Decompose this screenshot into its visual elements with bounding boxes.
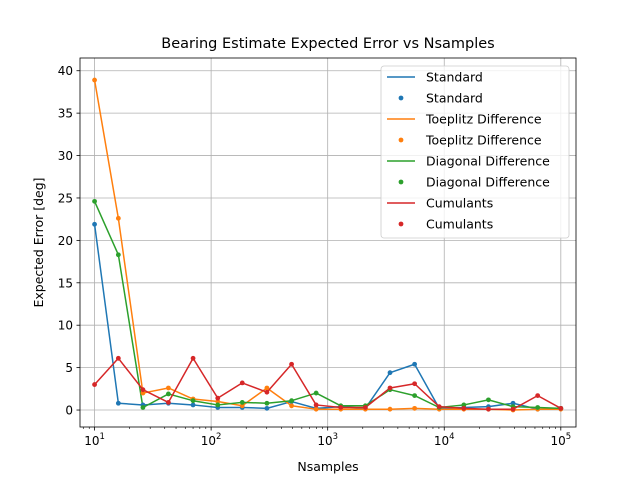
- series-point-2: [289, 398, 294, 404]
- series-point-2: [313, 390, 319, 396]
- series-point-3: [558, 405, 564, 411]
- legend-marker-swatch: [398, 95, 404, 101]
- series-point-1: [140, 390, 146, 396]
- series-point-3: [510, 406, 516, 412]
- series-point-3: [264, 389, 270, 395]
- series-point-3: [362, 405, 368, 410]
- legend-entry-marker: Cumulants: [426, 217, 493, 232]
- series-point-0: [510, 400, 516, 406]
- series-line-0: [93, 224, 561, 410]
- series-point-2: [264, 400, 270, 406]
- x-tick-label-exponent: 2: [216, 432, 221, 442]
- series-point-1: [115, 215, 121, 221]
- x-axis-label: Nsamples: [297, 459, 358, 474]
- series-line-3: [94, 357, 562, 410]
- chart-title: Bearing Estimate Expected Error vs Nsamp…: [161, 36, 494, 52]
- series-point-0: [115, 400, 121, 406]
- x-tick-label-base: 10: [434, 434, 449, 448]
- x-tick-label: 101: [84, 432, 105, 448]
- series-point-3: [92, 382, 97, 387]
- y-tick-label: 40: [58, 64, 73, 78]
- series-point-2: [461, 402, 467, 408]
- series-point-0: [92, 221, 97, 227]
- series-point-2: [486, 397, 491, 403]
- x-tick-label: 105: [550, 432, 571, 448]
- series-point-3: [166, 400, 171, 405]
- series-layer: [92, 77, 564, 413]
- series-point-2: [215, 402, 221, 408]
- series-point-1: [92, 77, 97, 83]
- legend-box: [380, 65, 570, 239]
- x-tick-label: 102: [201, 432, 222, 448]
- legend-entry-line: Diagonal Difference: [426, 154, 550, 169]
- series-point-2: [92, 198, 97, 204]
- x-tick-label-base: 10: [201, 434, 216, 448]
- legend-entry-line: Standard: [426, 70, 483, 85]
- legend-marker-swatch: [398, 179, 404, 185]
- series-point-2: [166, 391, 171, 397]
- legend-entry-marker: Diagonal Difference: [426, 175, 550, 190]
- y-tick-label: 15: [58, 276, 73, 290]
- series-point-3: [215, 395, 221, 401]
- series-point-2: [239, 400, 245, 405]
- series-point-3: [190, 355, 196, 361]
- y-tick-label: 30: [58, 149, 73, 163]
- series-point-2: [140, 405, 146, 410]
- y-tick-label: 0: [65, 404, 73, 418]
- x-tick-label-base: 10: [84, 434, 99, 448]
- series-point-2: [412, 393, 418, 399]
- series-point-1: [387, 406, 393, 412]
- x-tick-label-exponent: 5: [566, 432, 571, 442]
- y-axis-label: Expected Error [deg]: [31, 177, 46, 307]
- series-point-3: [313, 402, 319, 408]
- series-point-2: [535, 405, 541, 410]
- series-point-1: [166, 385, 171, 391]
- legend-entry-marker: Toeplitz Difference: [425, 133, 542, 148]
- series-point-2: [190, 398, 196, 404]
- series-point-1: [289, 403, 294, 409]
- series-point-3: [239, 380, 245, 386]
- series-point-0: [190, 402, 196, 408]
- series-point-1: [264, 385, 270, 391]
- series-point-3: [289, 361, 294, 367]
- series-point-3: [486, 406, 491, 412]
- series-point-3: [387, 385, 393, 391]
- series-point-3: [412, 381, 418, 387]
- series-point-3: [338, 405, 344, 410]
- series-point-1: [239, 403, 245, 409]
- x-tick-label: 104: [434, 432, 455, 448]
- x-tick-label: 103: [317, 432, 338, 448]
- y-tick-label: 35: [58, 107, 73, 121]
- series-point-3: [115, 355, 121, 361]
- series-point-1: [313, 406, 319, 412]
- series-point-0: [387, 370, 393, 376]
- legend-entry-line: Cumulants: [426, 196, 493, 211]
- legend-entry-marker: Standard: [426, 91, 483, 106]
- y-tick-label: 10: [58, 319, 73, 333]
- y-tick-label: 5: [65, 361, 73, 375]
- x-tick-label-exponent: 3: [333, 432, 338, 442]
- series-point-3: [436, 404, 442, 410]
- series-point-3: [535, 393, 541, 399]
- x-tick-label-base: 10: [317, 434, 332, 448]
- legend: Standard Standard Toeplitz Difference Toepl…: [380, 65, 570, 239]
- series-point-0: [264, 405, 270, 411]
- series-point-1: [412, 405, 418, 411]
- series-point-2: [115, 252, 121, 258]
- series-point-1: [215, 399, 221, 404]
- y-tick-label: 25: [58, 191, 73, 205]
- series-point-3: [461, 405, 467, 411]
- legend-marker-swatch: [398, 137, 404, 143]
- x-tick-label-base: 10: [550, 434, 565, 448]
- x-tick-label-exponent: 4: [449, 432, 454, 442]
- series-point-0: [412, 361, 418, 367]
- x-tick-label-exponent: 1: [99, 432, 104, 442]
- y-tick-label: 20: [58, 234, 73, 248]
- series-point-3: [140, 387, 146, 393]
- legend-marker-swatch: [398, 221, 404, 227]
- legend-entry-line: Toeplitz Difference: [425, 112, 542, 127]
